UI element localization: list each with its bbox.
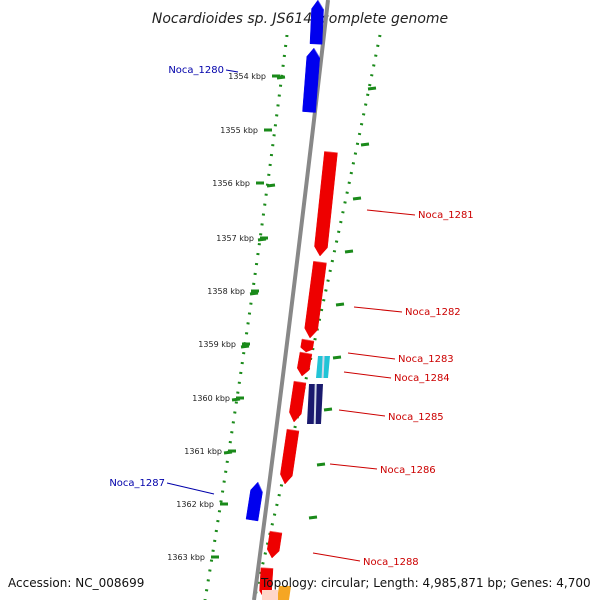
gene-arrow-noca-1287	[245, 481, 263, 522]
gc-dash-right-3	[344, 249, 354, 254]
gene-label-noca-1282: Noca_1282	[405, 307, 461, 318]
gene-arrow-unnamed-0	[309, 0, 324, 45]
position-axis: 1354 kbp 1355 kbp 1356 kbp 1357 kbp 1358 kbp…	[167, 72, 280, 562]
gene-label-noca-1283: Noca_1283	[398, 354, 454, 365]
leader-line-noca-1288	[312, 552, 361, 562]
gc-dash-left-4	[240, 344, 250, 349]
tick-label-5: 1359 kbp	[198, 340, 236, 349]
gene-label-noca-1287: Noca_1287	[109, 478, 165, 489]
gene-arrow-noca-1280	[302, 47, 321, 113]
leader-line-noca-1280	[225, 69, 239, 73]
gene-label-noca-1284: Noca_1284	[394, 373, 450, 384]
gene-arrow-noca-1284-highlight	[300, 351, 312, 355]
gene-track	[245, 0, 338, 600]
gene-arrow-noca-1281-highlight	[324, 150, 338, 154]
gc-dash-right-0	[367, 86, 377, 91]
gene-arrow-noca-1282	[304, 260, 327, 339]
gene-arrow-noca-1284	[297, 351, 313, 377]
orange-feature	[277, 586, 291, 600]
gene-arrow-noca-1286-highlight	[286, 428, 300, 432]
tick-label-8: 1362 kbp	[176, 500, 214, 509]
tick-label-1: 1355 kbp	[220, 126, 258, 135]
gene-arrow-noca-1286	[280, 428, 300, 485]
gene-arrow-noca-1285-highlight	[293, 380, 307, 384]
gc-outer-dotted-line	[252, 34, 382, 600]
leader-line-noca-1281	[366, 209, 416, 216]
tick-label-6: 1360 kbp	[192, 394, 230, 403]
tick-label-9: 1363 kbp	[167, 553, 205, 562]
genome-summary-text: Topology: circular; Length: 4,985,871 bp…	[260, 576, 591, 590]
gene-arrow-noca-1285	[289, 380, 307, 423]
gene-label-noca-1281: Noca_1281	[418, 210, 474, 221]
genome-backbone	[252, 0, 330, 600]
map-title: Nocardioides sp. JS614, complete genome	[152, 11, 448, 27]
tick-label-4: 1358 kbp	[207, 287, 245, 296]
gc-dash-right-4	[335, 302, 345, 307]
gc-dash-left-1	[266, 183, 276, 188]
gene-arrow-noca-1283	[300, 338, 315, 353]
tick-label-7: 1361 kbp	[184, 447, 222, 456]
gc-dash-left-3	[249, 291, 259, 296]
gene-label-noca-1286: Noca_1286	[380, 465, 436, 476]
gene-arrow-unnamed-10-highlight	[260, 567, 274, 569]
gc-dash-right-5	[332, 355, 342, 360]
gene-arrow-noca-1282-highlight	[313, 260, 327, 264]
gc-dash-right-1	[360, 142, 370, 147]
leader-line-noca-1287	[166, 482, 215, 495]
gene-label-noca-1280: Noca_1280	[168, 65, 224, 76]
gc-dash-right-8	[308, 515, 318, 520]
accession-text: Accession: NC_008699	[8, 576, 144, 590]
gene-arrow-noca-1283-highlight	[301, 338, 315, 342]
gene-arrow-noca-1281	[314, 151, 338, 257]
gene-label-noca-1285: Noca_1285	[388, 412, 444, 423]
backbone-line	[252, 0, 330, 600]
gc-dash-left-0	[276, 75, 286, 80]
leader-line-noca-1284	[343, 371, 392, 379]
gene-labels: Noca_1280 Noca_1281 Noca_1282 Noca_1283 Noca…	[109, 65, 473, 568]
pale-feature-block	[262, 590, 278, 600]
leader-line-noca-1286	[329, 463, 378, 470]
leader-line-noca-1283	[347, 352, 396, 360]
leader-line-noca-1285	[338, 409, 386, 417]
leader-line-noca-1282	[353, 306, 403, 313]
gene-label-noca-1288: Noca_1288	[363, 557, 419, 568]
gene-arrow-noca-1287-highlight	[257, 481, 263, 493]
navy-feature-stripe	[313, 383, 317, 425]
tick-label-2: 1356 kbp	[212, 179, 250, 188]
tick-label-0: 1354 kbp	[228, 72, 266, 81]
tick-label-3: 1357 kbp	[216, 234, 254, 243]
gene-arrow-noca-1280-highlight	[313, 47, 321, 58]
gene-arrow-noca-1288	[267, 530, 283, 559]
gc-inner-dotted-line	[203, 34, 289, 600]
gene-arrow-noca-1288-highlight	[269, 530, 283, 534]
cyan-feature-stripe	[321, 355, 325, 379]
gc-dash-right-6	[323, 407, 333, 412]
gc-dash-right-7	[316, 462, 326, 467]
gc-dash-right-2	[352, 196, 362, 201]
gc-content-track	[203, 34, 382, 600]
gene-arrow-unnamed-0-highlight	[317, 0, 325, 10]
